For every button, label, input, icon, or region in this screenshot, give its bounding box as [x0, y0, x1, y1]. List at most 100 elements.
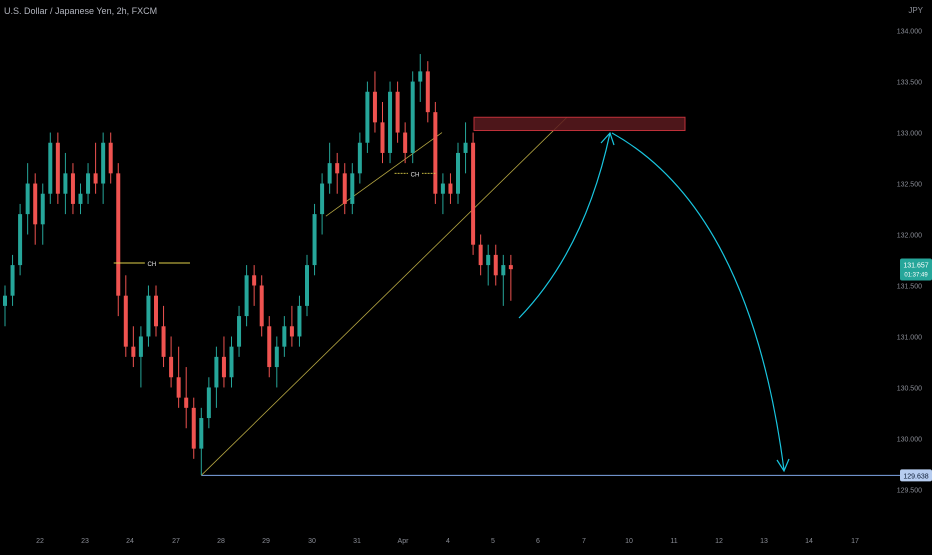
x-tick-label: 28 — [217, 538, 225, 545]
candle-body — [350, 173, 355, 204]
countdown-label: 01:37:49 — [904, 272, 928, 278]
candle-body — [418, 71, 423, 82]
candle — [33, 173, 38, 245]
candle — [478, 234, 483, 276]
candle — [176, 346, 181, 408]
y-tick-label: 133.000 — [897, 131, 922, 138]
candle-body — [123, 295, 128, 347]
candle — [252, 265, 257, 306]
candle-body — [93, 173, 98, 184]
candle-body — [55, 142, 60, 194]
candle — [320, 173, 325, 235]
candle-body — [184, 397, 189, 408]
candle-body — [3, 295, 7, 306]
candle-body — [456, 152, 460, 194]
candle — [154, 285, 158, 337]
ch-label-right: CH — [411, 172, 420, 178]
candle — [131, 326, 136, 368]
candle — [380, 101, 385, 164]
y-tick-label: 132.500 — [897, 182, 922, 189]
candle-body — [380, 122, 385, 153]
candle-body — [146, 295, 151, 337]
x-tick-label: 23 — [81, 538, 89, 545]
candle — [440, 173, 445, 215]
candle — [237, 305, 242, 357]
candle-body — [101, 142, 106, 184]
candle-body — [237, 316, 242, 347]
symbol-title: U.S. Dollar / Japanese Yen, 2h, FXCM — [4, 6, 158, 16]
candle — [244, 265, 249, 327]
candle — [108, 132, 113, 184]
candle-body — [403, 132, 408, 153]
candle — [138, 326, 143, 388]
candle-body — [440, 183, 445, 194]
candle — [425, 61, 430, 123]
candle — [327, 142, 332, 194]
candle — [456, 142, 460, 204]
candle — [448, 173, 453, 204]
x-tick-label: 14 — [805, 538, 813, 545]
x-tick-label: 7 — [582, 538, 586, 545]
x-tick-label: 13 — [760, 538, 768, 545]
candle — [342, 163, 347, 215]
candle-body — [86, 173, 91, 194]
candle-body — [471, 142, 476, 245]
candle — [123, 275, 128, 357]
candle — [282, 316, 287, 357]
x-tick-label: 11 — [670, 538, 677, 545]
candle-body — [33, 183, 38, 225]
x-tick-label: 22 — [36, 538, 44, 545]
candle-body — [501, 265, 506, 276]
candle-body — [25, 183, 30, 215]
candle — [350, 163, 355, 215]
candle-body — [320, 183, 325, 215]
candle-body — [70, 173, 75, 204]
candle-body — [40, 193, 45, 225]
candle-body — [63, 173, 68, 194]
candle-body — [508, 265, 513, 270]
current-price-label: 131.657 — [903, 262, 928, 269]
candle-body — [221, 356, 226, 378]
candle — [199, 407, 204, 476]
candle — [267, 316, 272, 378]
candle — [501, 254, 506, 306]
candle-body — [176, 377, 181, 398]
candle-body — [252, 275, 257, 286]
ch-label-bg-right — [407, 169, 422, 178]
candle — [55, 132, 60, 204]
candle-body — [372, 91, 377, 123]
candle-body — [161, 326, 166, 357]
candle — [335, 152, 340, 194]
candle-body — [206, 387, 211, 419]
arrow-head-up — [600, 131, 615, 146]
candle — [229, 336, 234, 388]
arrow-head-down — [776, 458, 790, 473]
candle-body — [244, 275, 249, 317]
candle-body — [131, 346, 136, 357]
candle — [40, 183, 45, 245]
y-tick-label: 130.000 — [897, 436, 922, 443]
x-tick-label: 17 — [851, 538, 859, 545]
candle-body — [138, 336, 143, 357]
x-tick-label: 4 — [446, 538, 450, 545]
candle — [388, 81, 393, 164]
y-tick-label: 131.000 — [897, 334, 922, 341]
candle-body — [335, 163, 340, 174]
candle-body — [448, 183, 453, 194]
candle — [463, 122, 468, 174]
candle-body — [365, 91, 370, 143]
candle — [70, 163, 75, 215]
candle-body — [425, 71, 430, 113]
x-tick-label: 29 — [262, 538, 270, 545]
candle — [101, 132, 106, 204]
candle-body — [259, 285, 264, 327]
x-tick-label: 30 — [308, 538, 316, 545]
y-tick-label: 131.500 — [897, 283, 922, 290]
candle — [25, 163, 30, 235]
current-price-badge — [900, 258, 932, 281]
candle — [221, 336, 226, 388]
candle-body — [267, 326, 272, 368]
candle — [3, 285, 7, 327]
